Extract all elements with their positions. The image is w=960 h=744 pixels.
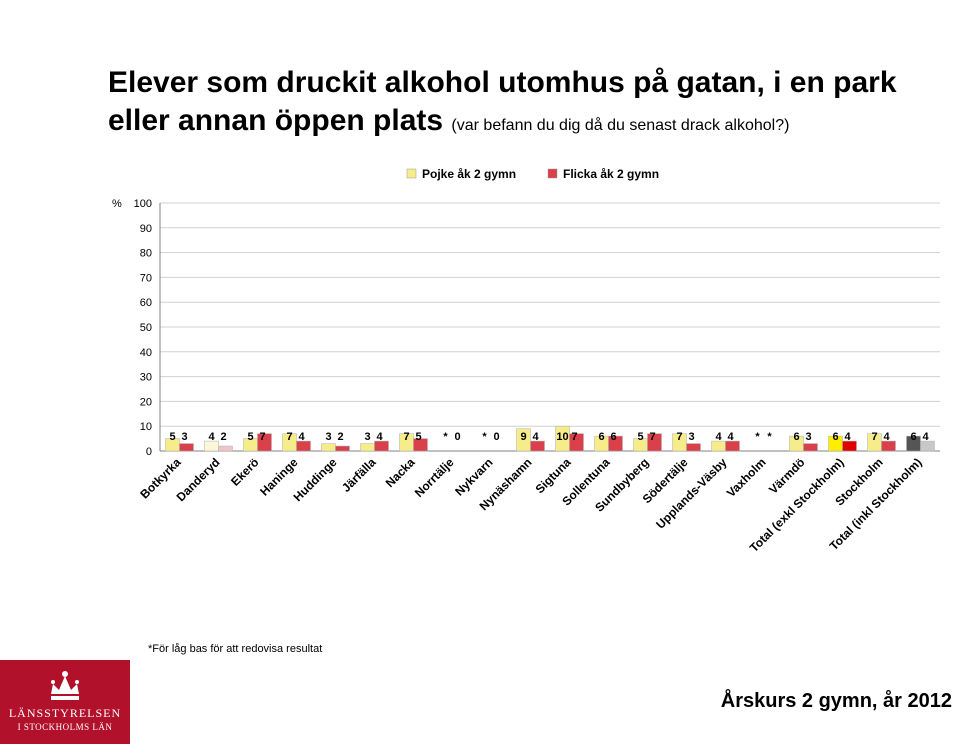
- bar: [803, 443, 818, 452]
- data-label: 7: [871, 431, 877, 443]
- y-tick-label: 10: [140, 421, 152, 433]
- data-label: 5: [637, 431, 643, 443]
- y-tick-label: 70: [140, 272, 152, 284]
- data-label: 9: [520, 431, 526, 443]
- data-label: 3: [688, 431, 694, 443]
- y-tick-label: 20: [140, 396, 152, 408]
- data-label: 2: [220, 431, 226, 443]
- bar: [920, 440, 935, 452]
- bar: [725, 440, 740, 452]
- bar: [335, 445, 350, 452]
- logo-line-2: I STOCKHOLMS LÄN: [17, 722, 113, 732]
- y-tick-label: 80: [140, 248, 152, 260]
- data-label: 7: [403, 431, 409, 443]
- data-label: 6: [598, 431, 604, 443]
- x-tick-label: Järfälla: [339, 455, 379, 495]
- data-label: 6: [910, 431, 916, 443]
- bar: [179, 443, 194, 452]
- x-tick-label: Norrtälje: [412, 455, 457, 500]
- data-label: 3: [805, 431, 811, 443]
- bar: [218, 445, 233, 452]
- data-label: *: [755, 431, 760, 443]
- bar: [321, 443, 336, 452]
- data-label: *: [443, 431, 448, 443]
- data-label: 4: [883, 431, 890, 443]
- data-label: 4: [715, 431, 722, 443]
- legend-swatch: [406, 168, 417, 179]
- data-label: 4: [844, 431, 851, 443]
- data-label: 7: [571, 431, 577, 443]
- data-label: 6: [832, 431, 838, 443]
- bar: [672, 433, 687, 452]
- title-subtitle: (var befann du dig då du senast drack al…: [451, 117, 790, 134]
- data-label: 6: [793, 431, 799, 443]
- data-label: 4: [922, 431, 929, 443]
- x-tick-label: Vaxholm: [724, 455, 769, 500]
- logo-line-1: LÄNSSTYRELSEN: [8, 706, 122, 720]
- title-text: Elever som druckit alkohol utomhus på ga…: [108, 66, 897, 137]
- data-label: 4: [532, 431, 539, 443]
- data-label: 3: [325, 431, 331, 443]
- bar: [569, 433, 584, 452]
- footnote: *För låg bas för att redovisa resultat: [148, 643, 323, 655]
- footer-caption: Årskurs 2 gymn, år 2012: [720, 690, 952, 712]
- data-label: 0: [454, 431, 460, 443]
- lansstyrelsen-logo: LÄNSSTYRELSEN I STOCKHOLMS LÄN: [0, 660, 130, 744]
- bar: [296, 440, 311, 452]
- data-label: 4: [376, 431, 383, 443]
- y-tick-label: 90: [140, 223, 152, 235]
- data-label: *: [482, 431, 487, 443]
- data-label: 3: [181, 431, 187, 443]
- data-label: 4: [727, 431, 734, 443]
- data-label: 3: [364, 431, 370, 443]
- bar: [842, 440, 857, 452]
- bar: [516, 428, 531, 452]
- data-label: 7: [259, 431, 265, 443]
- data-label: 6: [610, 431, 616, 443]
- x-tick-label: Nacka: [383, 455, 418, 490]
- legend-swatch: [547, 168, 558, 179]
- y-tick-label: 0: [146, 446, 152, 458]
- slide-title: Elever som druckit alkohol utomhus på ga…: [108, 64, 948, 145]
- bar: [530, 440, 545, 452]
- crown-icon: [51, 671, 79, 700]
- x-tick-label: Ekerö: [228, 455, 261, 488]
- bar: [413, 438, 428, 452]
- bar: [257, 433, 272, 452]
- bar: [374, 440, 389, 452]
- y-tick-label: 100: [134, 198, 152, 210]
- data-label: 0: [493, 431, 499, 443]
- x-tick-label: Huddinge: [291, 455, 340, 504]
- data-label: *: [767, 431, 772, 443]
- data-label: 7: [286, 431, 292, 443]
- data-label: 4: [298, 431, 305, 443]
- data-label: 2: [337, 431, 343, 443]
- y-tick-label: 50: [140, 322, 152, 334]
- data-label: 7: [676, 431, 682, 443]
- y-tick-label: 30: [140, 372, 152, 384]
- data-label: 4: [208, 431, 215, 443]
- data-label: 7: [649, 431, 655, 443]
- y-tick-label: 40: [140, 347, 152, 359]
- x-tick-label: Upplands-Väsby: [653, 455, 730, 532]
- bar: [608, 435, 623, 452]
- bar: [647, 433, 662, 452]
- bar: [360, 443, 375, 452]
- y-axis-label: %: [112, 198, 122, 210]
- bar: [881, 440, 896, 452]
- data-label: 10: [556, 431, 568, 443]
- data-label: 5: [415, 431, 421, 443]
- legend-label: Pojke åk 2 gymn: [422, 167, 516, 181]
- legend-label: Flicka åk 2 gymn: [563, 167, 659, 181]
- data-label: 5: [169, 431, 175, 443]
- y-tick-label: 60: [140, 297, 152, 309]
- data-label: 5: [247, 431, 253, 443]
- bar: [686, 443, 701, 452]
